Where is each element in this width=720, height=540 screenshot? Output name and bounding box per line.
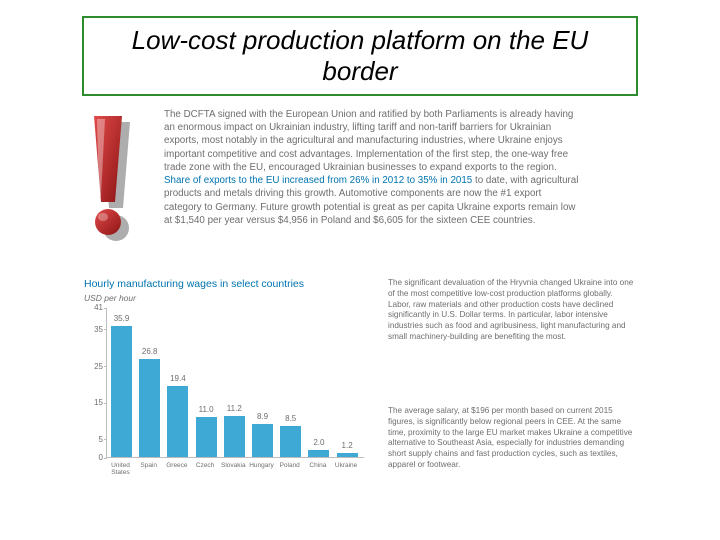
chart-bar: 2.0 [308, 450, 329, 457]
chart-xlabel: Czech [191, 462, 220, 469]
right-paragraph-1: The significant devaluation of the Hryvn… [388, 278, 636, 343]
chart-ytick-label: 0 [85, 453, 103, 462]
chart-bar-value: 11.0 [196, 405, 217, 414]
chart-bar: 26.8 [139, 359, 160, 457]
chart-ytick-label: 41 [85, 303, 103, 312]
chart-xlabel: China [303, 462, 332, 469]
chart-ytick-label: 25 [85, 362, 103, 371]
chart-ytick-label: 15 [85, 398, 103, 407]
chart-bar-value: 26.8 [139, 347, 160, 356]
chart-bar-rect [337, 453, 358, 457]
chart-bar-rect [308, 450, 329, 457]
chart-xlabel: Hungary [247, 462, 276, 469]
chart-bar: 8.5 [280, 426, 301, 457]
chart-title: Hourly manufacturing wages in select cou… [84, 278, 304, 290]
chart-xlabel: Greece [162, 462, 191, 469]
chart-bar: 1.2 [337, 453, 358, 457]
chart-xlabel: Poland [275, 462, 304, 469]
chart-bar: 11.0 [196, 417, 217, 457]
right-paragraph-2: The average salary, at $196 per month ba… [388, 406, 636, 471]
chart-bar-rect [167, 386, 188, 457]
chart-ytick-label: 35 [85, 325, 103, 334]
chart-bar: 8.9 [252, 424, 273, 457]
chart-bar-value: 8.9 [252, 412, 273, 421]
wages-bar-chart: 051525354135.926.819.411.011.28.98.52.01… [84, 308, 364, 476]
chart-bar-rect [111, 326, 132, 457]
body-highlight: Share of exports to the EU increased fro… [164, 175, 472, 186]
chart-bar-rect [139, 359, 160, 457]
chart-bar-value: 8.5 [280, 414, 301, 423]
chart-bar-rect [224, 416, 245, 457]
chart-bar-value: 35.9 [111, 314, 132, 323]
body-pre: The DCFTA signed with the European Union… [164, 109, 573, 173]
chart-xlabel: United States [106, 462, 135, 476]
chart-bar-value: 11.2 [224, 404, 245, 413]
chart-bar: 11.2 [224, 416, 245, 457]
chart-bar-rect [252, 424, 273, 457]
body-paragraph: The DCFTA signed with the European Union… [164, 108, 580, 227]
title-box: Low-cost production platform on the EU b… [82, 16, 638, 96]
chart-bar: 19.4 [167, 386, 188, 457]
chart-plot-area: 051525354135.926.819.411.011.28.98.52.01… [106, 308, 364, 458]
page-title: Low-cost production platform on the EU b… [94, 25, 626, 87]
chart-ytick-label: 5 [85, 435, 103, 444]
chart-bar-rect [196, 417, 217, 457]
chart-bar-value: 19.4 [167, 374, 188, 383]
chart-bar: 35.9 [111, 326, 132, 457]
chart-xlabel: Ukraine [332, 462, 361, 469]
chart-xlabel: Spain [134, 462, 163, 469]
chart-bar-rect [280, 426, 301, 457]
chart-bar-value: 2.0 [308, 438, 329, 447]
chart-bar-value: 1.2 [337, 441, 358, 450]
exclamation-icon [84, 116, 138, 246]
chart-xlabel: Slovakia [219, 462, 248, 469]
chart-subtitle: USD per hour [84, 293, 136, 303]
